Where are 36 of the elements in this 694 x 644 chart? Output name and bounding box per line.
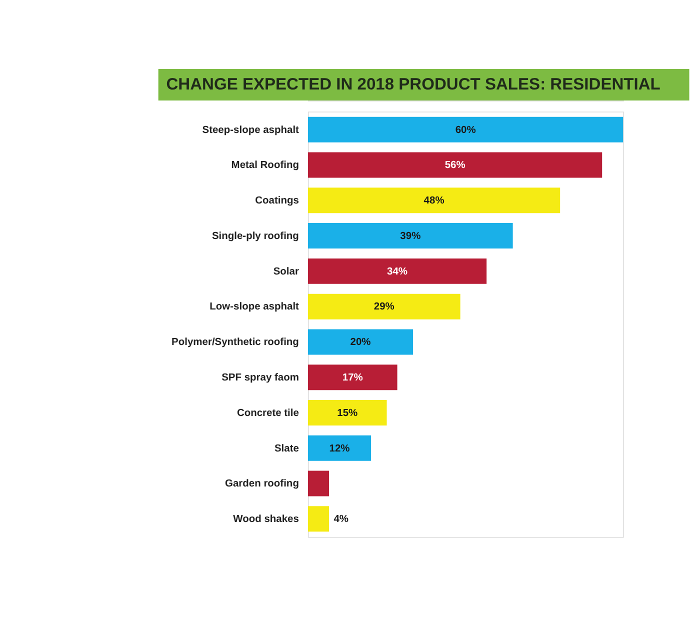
bar [308, 470, 330, 496]
y-tick-label: Wood shakes [233, 514, 300, 526]
data-label: 17% [342, 372, 363, 384]
y-tick-label: Single-ply roofing [212, 230, 299, 242]
data-label: 48% [424, 196, 444, 207]
data-label: 15% [337, 408, 358, 419]
y-tick-label: Slate [274, 443, 300, 454]
data-label: 60% [455, 124, 476, 136]
bar [308, 188, 560, 214]
data-label: 4% [334, 514, 349, 526]
bar [308, 329, 414, 355]
chart-title: CHANGE EXPECTED IN 2018 PRODUCT SALES: RESIDENTIAL [166, 74, 660, 94]
y-tick-label: Polymer/Synthetic roofing [172, 337, 299, 348]
y-tick-label: Concrete tile [236, 408, 300, 419]
bar [308, 294, 460, 320]
y-tick-label: Garden roofing [225, 478, 299, 490]
y-tick-label: Metal Roofing [231, 160, 299, 172]
y-tick-label: Solar [273, 266, 299, 278]
bar [308, 223, 513, 249]
bar [308, 152, 602, 178]
data-label: 39% [400, 230, 421, 242]
bar [308, 364, 398, 390]
bar [308, 400, 387, 426]
bar [308, 506, 330, 532]
y-tick-label: SPF spray faom [222, 372, 299, 384]
bar [308, 258, 487, 284]
data-label: 29% [374, 302, 394, 313]
data-label: 56% [444, 160, 466, 172]
data-label: 20% [350, 337, 371, 348]
y-tick-label: Low-slope asphalt [210, 302, 300, 313]
y-tick-label: Coatings [255, 196, 300, 207]
bar [308, 435, 372, 461]
data-label: 34% [387, 266, 408, 278]
data-label: 12% [329, 443, 350, 454]
y-tick-label: Steep-slope asphalt [202, 124, 300, 136]
bar [308, 116, 624, 142]
